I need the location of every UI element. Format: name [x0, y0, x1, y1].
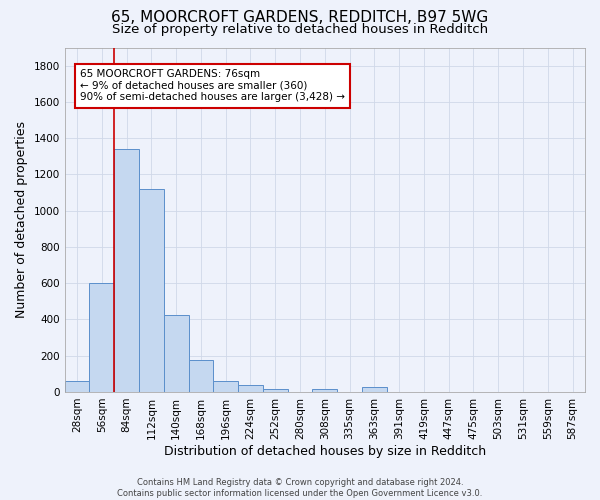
Bar: [188, 360, 214, 392]
Bar: [238, 384, 263, 392]
Bar: [362, 388, 387, 392]
Bar: [114, 149, 139, 392]
Bar: [65, 381, 89, 392]
Text: Size of property relative to detached houses in Redditch: Size of property relative to detached ho…: [112, 22, 488, 36]
Text: Contains HM Land Registry data © Crown copyright and database right 2024.
Contai: Contains HM Land Registry data © Crown c…: [118, 478, 482, 498]
Text: 65 MOORCROFT GARDENS: 76sqm
← 9% of detached houses are smaller (360)
90% of sem: 65 MOORCROFT GARDENS: 76sqm ← 9% of deta…: [80, 70, 345, 102]
Bar: [89, 283, 114, 392]
Bar: [313, 389, 337, 392]
Text: 65, MOORCROFT GARDENS, REDDITCH, B97 5WG: 65, MOORCROFT GARDENS, REDDITCH, B97 5WG: [112, 10, 488, 25]
Y-axis label: Number of detached properties: Number of detached properties: [15, 121, 28, 318]
Bar: [139, 189, 164, 392]
Bar: [263, 389, 287, 392]
Bar: [164, 315, 188, 392]
Bar: [214, 381, 238, 392]
X-axis label: Distribution of detached houses by size in Redditch: Distribution of detached houses by size …: [164, 444, 486, 458]
